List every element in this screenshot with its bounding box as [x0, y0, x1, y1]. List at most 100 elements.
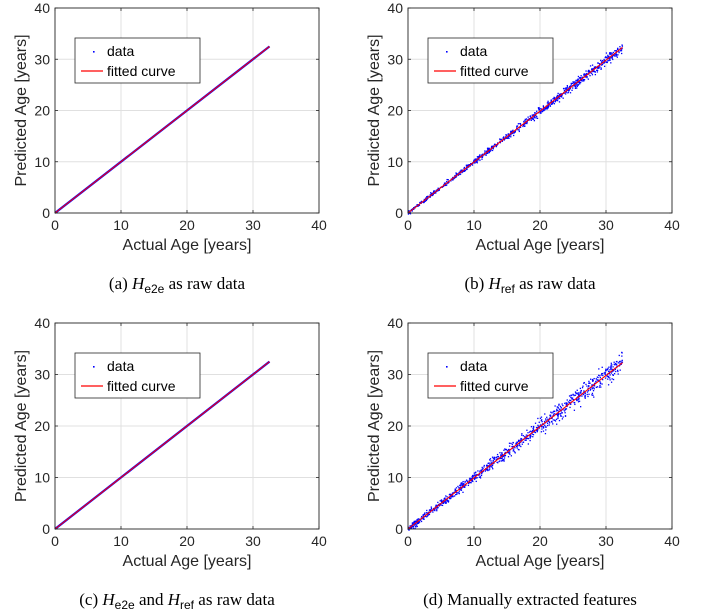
data-point	[535, 112, 537, 114]
x-tick-label: 10	[113, 217, 129, 233]
data-point	[556, 99, 559, 102]
data-point	[488, 151, 490, 154]
caption-symbol: H	[488, 274, 503, 293]
data-point	[491, 145, 493, 148]
data-point	[438, 505, 441, 507]
data-point	[562, 404, 564, 407]
data-point	[610, 362, 612, 364]
data-point	[481, 473, 483, 475]
data-point	[611, 368, 613, 371]
data-point	[490, 465, 492, 467]
data-point	[579, 83, 581, 85]
data-point	[559, 409, 561, 411]
data-point	[518, 130, 520, 133]
data-point	[592, 380, 594, 382]
data-point	[601, 383, 603, 385]
legend-box	[74, 37, 201, 84]
data-point	[526, 437, 528, 439]
y-tick-label: 0	[395, 205, 403, 221]
data-point	[538, 112, 540, 114]
data-point	[517, 129, 519, 131]
data-point	[530, 117, 532, 120]
data-point	[471, 479, 473, 482]
x-axis-label: Actual Age [years]	[123, 237, 252, 254]
data-point	[555, 410, 558, 412]
data-point	[616, 369, 619, 372]
data-point	[480, 474, 483, 477]
data-point	[579, 406, 582, 408]
legend-marker-data	[93, 366, 95, 368]
data-point	[454, 488, 456, 490]
data-point	[530, 435, 532, 438]
data-point	[554, 405, 556, 407]
legend-box	[427, 352, 554, 399]
data-point	[423, 201, 425, 203]
data-point	[546, 422, 549, 424]
data-point	[585, 383, 587, 386]
data-point	[519, 439, 521, 441]
data-point	[568, 401, 571, 404]
data-point	[422, 515, 424, 517]
data-point	[416, 518, 418, 521]
data-point	[540, 431, 543, 433]
data-point	[595, 69, 598, 71]
data-point	[492, 145, 494, 148]
data-point	[491, 461, 493, 464]
data-point	[609, 367, 612, 369]
data-point	[551, 412, 553, 414]
data-point	[562, 97, 564, 99]
data-point	[446, 180, 448, 183]
data-point	[481, 158, 483, 160]
data-point	[601, 366, 603, 368]
data-point	[542, 430, 545, 432]
data-point	[458, 491, 460, 493]
data-point	[432, 193, 434, 196]
data-point	[437, 501, 439, 504]
data-point	[595, 386, 597, 389]
data-point	[594, 66, 597, 68]
data-point	[612, 54, 615, 56]
x-axis-label: Actual Age [years]	[123, 553, 252, 570]
y-tick-label: 20	[34, 418, 50, 434]
data-point	[607, 60, 609, 62]
data-point	[419, 202, 421, 204]
data-point	[607, 370, 610, 372]
data-point	[560, 93, 562, 95]
data-point	[537, 107, 540, 110]
data-point	[570, 396, 572, 398]
data-point	[564, 402, 566, 404]
data-point	[553, 413, 555, 415]
data-point	[507, 449, 510, 451]
data-point	[589, 382, 591, 384]
data-point	[440, 504, 442, 506]
data-point	[527, 116, 529, 118]
data-point	[600, 374, 603, 376]
data-point	[575, 86, 577, 88]
data-point	[617, 373, 619, 375]
data-point	[472, 474, 474, 477]
x-tick-label: 0	[404, 217, 412, 233]
legend-marker-data	[93, 51, 95, 53]
data-point	[540, 112, 542, 114]
data-point	[591, 68, 593, 70]
data-point	[478, 476, 481, 478]
data-point	[558, 408, 561, 410]
data-point	[592, 68, 594, 70]
data-point	[503, 457, 506, 459]
data-point	[560, 95, 562, 97]
data-point	[612, 378, 615, 381]
data-point	[515, 443, 518, 445]
data-point	[560, 410, 562, 412]
data-point	[566, 86, 569, 88]
data-point	[509, 453, 511, 455]
data-point	[444, 497, 446, 499]
data-point	[612, 58, 614, 61]
data-point	[500, 460, 503, 462]
data-point	[546, 102, 549, 104]
data-point	[438, 189, 440, 191]
data-point	[455, 172, 457, 174]
data-point	[512, 129, 514, 131]
data-point	[613, 55, 616, 57]
data-point	[485, 150, 487, 152]
data-point	[533, 120, 536, 122]
